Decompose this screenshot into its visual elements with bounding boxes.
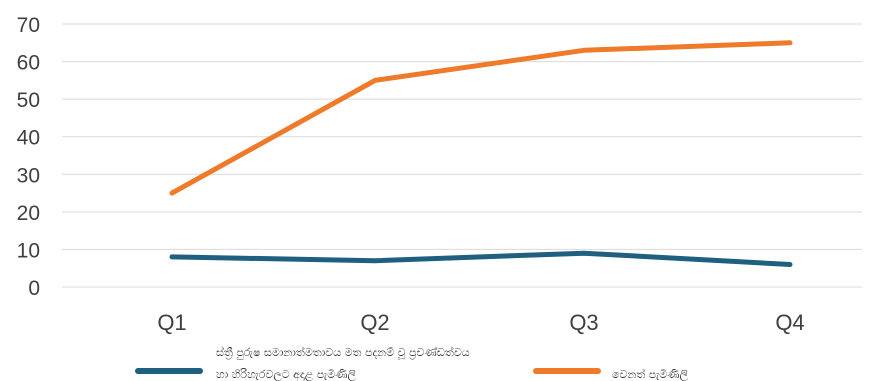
y-tick-label: 40 bbox=[17, 127, 40, 150]
gridlines bbox=[62, 23, 862, 288]
y-tick-label: 0 bbox=[28, 277, 40, 300]
x-tick-label: Q3 bbox=[569, 310, 598, 335]
x-tick-label: Q2 bbox=[360, 310, 389, 335]
y-tick-label: 10 bbox=[17, 239, 40, 262]
x-tick-label: Q1 bbox=[157, 310, 186, 335]
y-tick-label: 50 bbox=[17, 89, 40, 112]
y-tick-label: 60 bbox=[17, 52, 40, 75]
legend-label-1: ස්ත්‍රී පුරුෂ සමානාත්මතාවය මත පදනම් වූ ප… bbox=[216, 345, 470, 360]
x-axis-ticks: Q1 Q2 Q3 Q4 bbox=[157, 310, 804, 335]
y-axis-ticks: 0 10 20 30 40 50 60 70 bbox=[17, 14, 40, 300]
y-tick-label: 70 bbox=[17, 14, 40, 37]
y-tick-label: 20 bbox=[17, 202, 40, 225]
x-tick-label: Q4 bbox=[775, 310, 804, 335]
y-tick-label: 30 bbox=[17, 164, 40, 187]
legend-label-2: වෙනත් පැමිණිලි bbox=[612, 367, 689, 381]
series-line-2 bbox=[169, 40, 793, 196]
legend: ස්ත්‍රී පුරුෂ සමානාත්මතාවය මත පදනම් වූ ප… bbox=[135, 345, 689, 381]
series-lines bbox=[169, 40, 793, 267]
legend-label-1: හා හිරිහැරවලට අදාළ පැමිණිලි bbox=[216, 368, 356, 381]
series-line-1 bbox=[169, 250, 793, 267]
